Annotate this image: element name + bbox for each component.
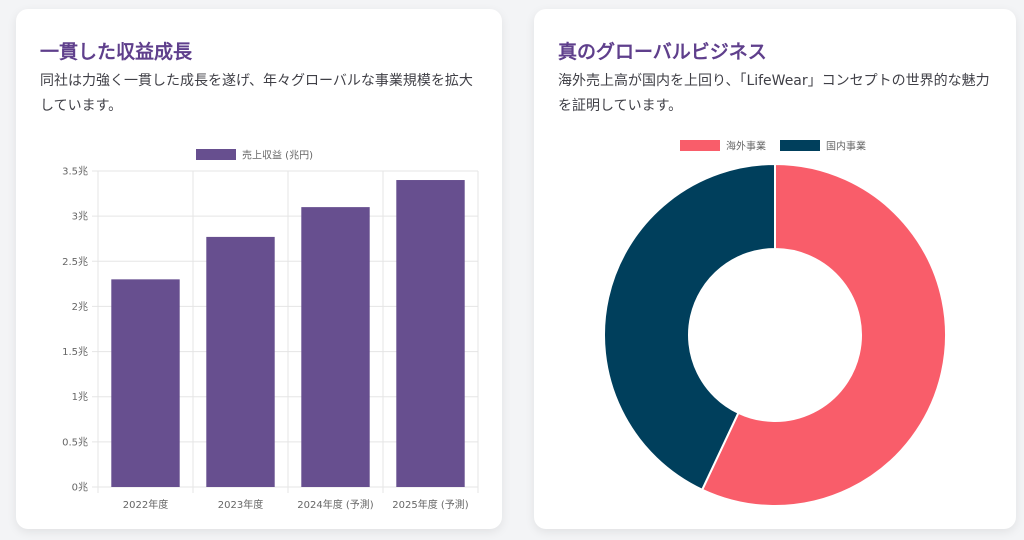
legend-swatch [780, 140, 820, 151]
y-tick-label: 0兆 [72, 482, 88, 494]
bar-4 [396, 180, 465, 487]
y-tick-label: 0.5兆 [62, 436, 88, 448]
revenue-growth-card: 一貫した収益成長 同社は力強く一貫した成長を遂げ、年々グローバルな事業規模を拡大… [16, 9, 502, 529]
card-title: 一貫した収益成長 [40, 41, 193, 63]
bar-1 [111, 279, 180, 487]
card-description: 同社は力強く一貫した成長を遂げ、年々グローバルな事業規模を拡大しています。 [40, 73, 473, 114]
doughnut-slice-1 [700, 162, 948, 507]
bar-2 [206, 236, 275, 487]
doughnut-slice-2 [603, 162, 776, 492]
x-tick-label: 2022年度 [123, 498, 168, 511]
legend-label: 売上収益 (兆円) [242, 149, 313, 162]
y-tick-label: 1兆 [72, 391, 88, 403]
legend-swatch [680, 140, 720, 151]
sales-share-doughnut-chart: 海外事業 国内事業 [603, 140, 948, 507]
legend-label: 国内事業 [826, 140, 866, 153]
legend-swatch [196, 149, 236, 160]
card-description: 海外売上高が国内を上回り、「LifeWear」コンセプトの世界的な魅力を証明して… [558, 73, 990, 114]
x-tick-label: 2023年度 [218, 498, 263, 511]
x-tick-label: 2024年度 (予測) [297, 498, 374, 511]
y-tick-label: 2.5兆 [62, 256, 88, 268]
y-tick-label: 1.5兆 [62, 346, 88, 358]
y-tick-label: 3兆 [72, 211, 88, 223]
x-tick-label: 2025年度 (予測) [392, 498, 469, 511]
revenue-bar-chart: 売上収益 (兆円) 0兆 0.5兆 1兆 1.5兆 2兆 2.5兆 3兆 3.5兆 2022年度 2… [62, 149, 479, 511]
y-tick-label: 2兆 [72, 301, 88, 313]
global-business-card: 真のグローバルビジネス 海外売上高が国内を上回り、「LifeWear」コンセプト… [534, 9, 1016, 529]
card-title: 真のグローバルビジネス [558, 41, 767, 63]
legend-label: 海外事業 [726, 140, 766, 153]
y-tick-label: 3.5兆 [62, 166, 88, 178]
bar-3 [301, 207, 370, 487]
